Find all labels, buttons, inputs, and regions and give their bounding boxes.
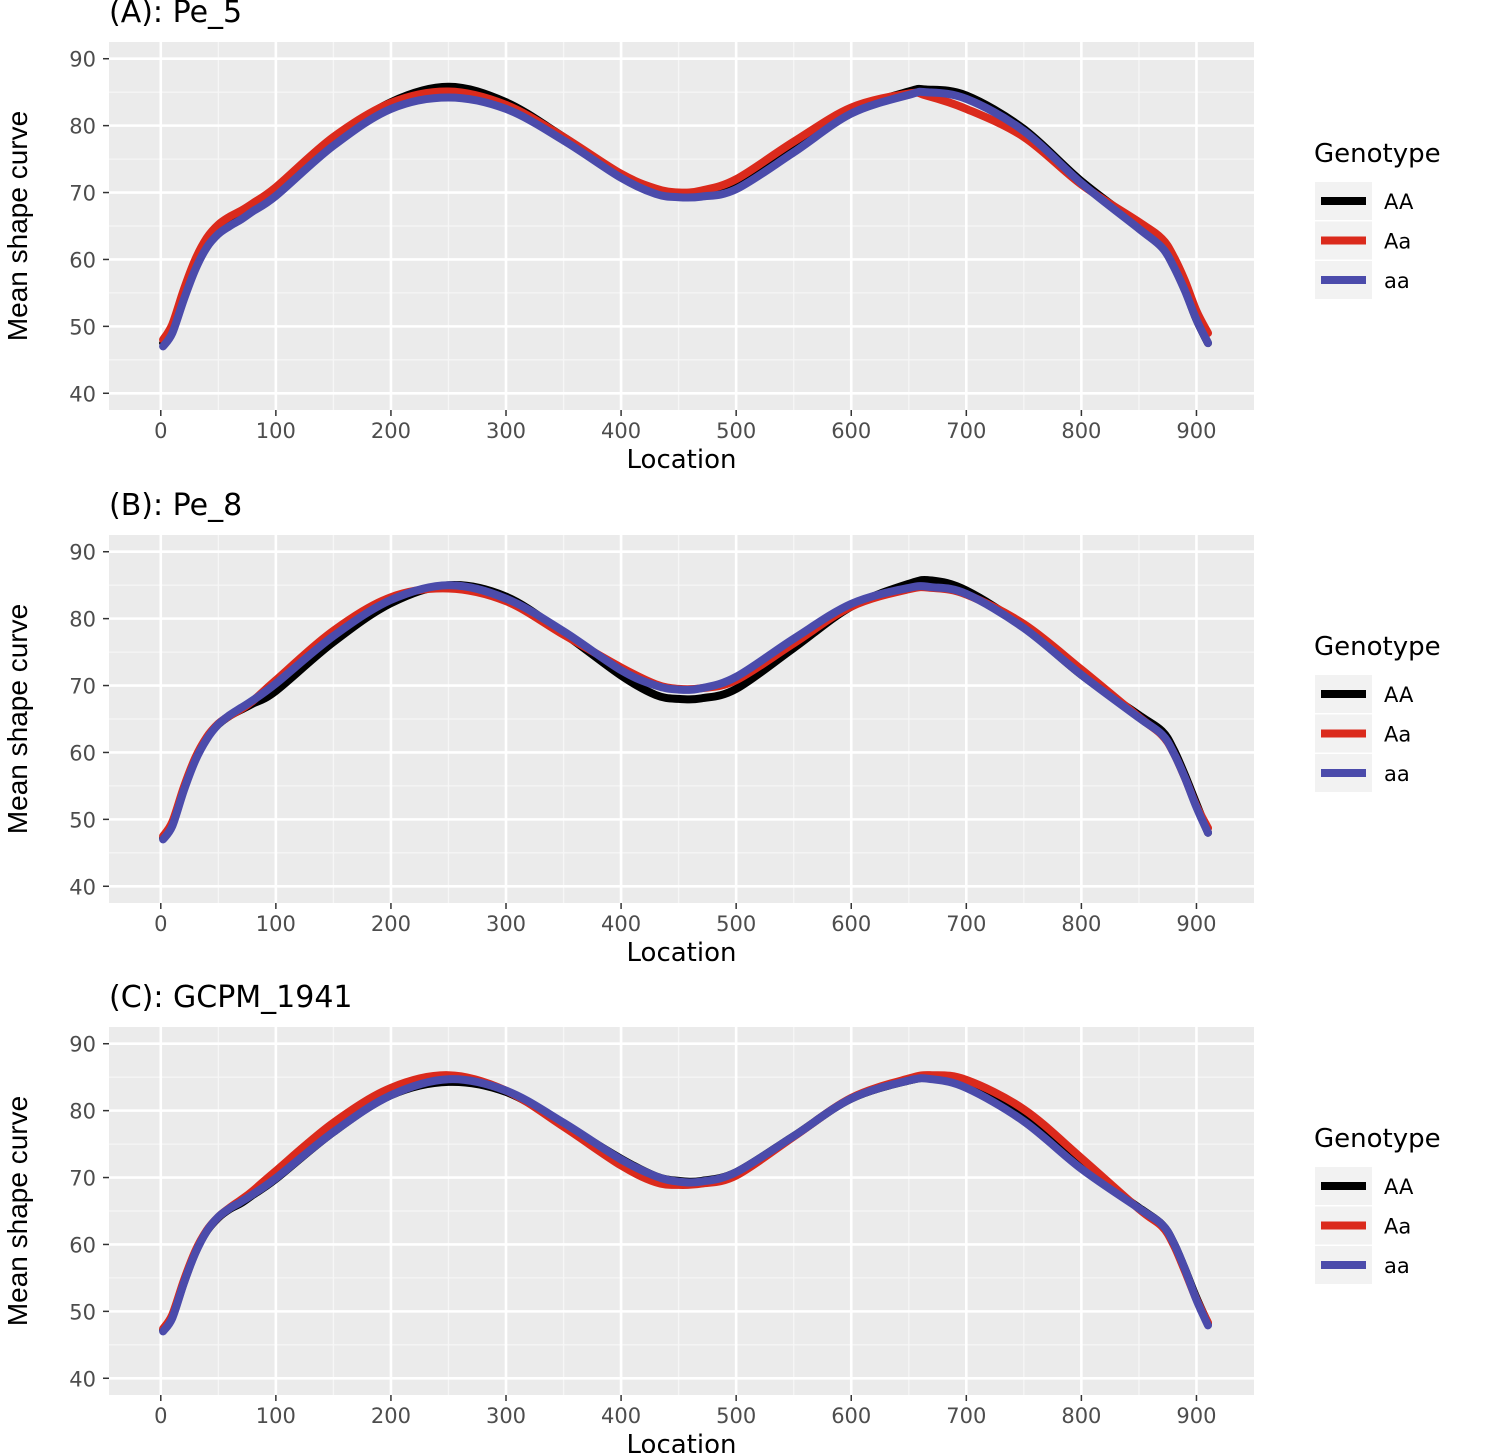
x-tick-label: 300 [486, 912, 526, 936]
legend-title: Genotype [1314, 139, 1441, 169]
y-tick-label: 90 [69, 1033, 96, 1057]
x-axis-title: Location [627, 938, 737, 968]
y-tick-label: 90 [69, 48, 96, 72]
x-tick-label: 900 [1176, 912, 1216, 936]
x-tick-label: 400 [601, 419, 641, 443]
x-tick-label: 600 [831, 912, 871, 936]
series-line-aa [159, 1074, 1212, 1336]
y-tick-label: 60 [69, 248, 96, 272]
x-axis-title: Location [627, 1430, 737, 1453]
y-tick-label: 50 [69, 315, 96, 339]
chart-panel-2: (B): Pe_8 0 100 200 300 400 500 600 700 800 900 40 5… [2, 488, 1441, 968]
y-axis-title: Mean shape curve [2, 1096, 33, 1326]
legend-label-aa: aa [1384, 1254, 1410, 1278]
panel-title: (B): Pe_8 [109, 488, 242, 523]
y-tick-label: 70 [69, 675, 96, 699]
x-tick-label: 0 [154, 419, 167, 443]
legend-title: Genotype [1314, 632, 1441, 662]
x-tick-label: 700 [946, 419, 986, 443]
x-tick-label: 100 [256, 912, 296, 936]
x-tick-label: 800 [1061, 912, 1101, 936]
legend: Genotype AA Aa aa [1314, 139, 1441, 299]
legend-label-aa: aa [1384, 269, 1410, 293]
legend-label-aa: AA [1384, 190, 1414, 214]
y-tick-label: 50 [69, 808, 96, 832]
x-tick-label: 700 [946, 912, 986, 936]
y-tick-label: 70 [69, 1167, 96, 1191]
x-tick-label: 100 [256, 1404, 296, 1428]
x-tick-label: 300 [486, 1404, 526, 1428]
x-tick-label: 800 [1061, 419, 1101, 443]
panel-title: (A): Pe_5 [109, 0, 242, 30]
x-tick-label: 0 [154, 1404, 167, 1428]
y-tick-label: 50 [69, 1300, 96, 1324]
chart-panel-3: (C): GCPM_1941 0 100 200 300 400 500 600 700 800 9… [2, 980, 1441, 1453]
y-tick-label: 80 [69, 608, 96, 632]
x-tick-label: 200 [371, 419, 411, 443]
x-tick-label: 600 [831, 419, 871, 443]
legend-label-aa: Aa [1384, 1215, 1411, 1239]
legend: Genotype AA Aa aa [1314, 632, 1441, 792]
x-tick-label: 700 [946, 1404, 986, 1428]
x-tick-label: 200 [371, 1404, 411, 1428]
x-tick-label: 500 [716, 1404, 756, 1428]
legend-label-aa: AA [1384, 683, 1414, 707]
y-tick-label: 90 [69, 541, 96, 565]
y-tick-label: 40 [69, 875, 96, 899]
y-tick-label: 60 [69, 741, 96, 765]
legend-label-aa: aa [1384, 762, 1410, 786]
y-tick-label: 60 [69, 1233, 96, 1257]
chart-panel-1: (A): Pe_5 0 100 200 300 400 500 600 700 800 900 40 5… [2, 0, 1441, 475]
x-tick-label: 300 [486, 419, 526, 443]
x-tick-label: 500 [716, 912, 756, 936]
x-tick-label: 400 [601, 1404, 641, 1428]
x-tick-label: 200 [371, 912, 411, 936]
series-line-aa [159, 87, 1212, 351]
x-tick-label: 400 [601, 912, 641, 936]
legend: Genotype AA Aa aa [1314, 1124, 1441, 1284]
y-axis-title: Mean shape curve [2, 604, 33, 834]
x-tick-label: 100 [256, 419, 296, 443]
panel-title: (C): GCPM_1941 [109, 980, 353, 1015]
legend-title: Genotype [1314, 1124, 1441, 1154]
y-tick-label: 40 [69, 1367, 96, 1391]
series-line-aa [159, 581, 1212, 844]
y-axis-title: Mean shape curve [2, 111, 33, 341]
legend-label-aa: Aa [1384, 723, 1411, 747]
x-tick-label: 800 [1061, 1404, 1101, 1428]
x-tick-label: 600 [831, 1404, 871, 1428]
y-tick-label: 80 [69, 1100, 96, 1124]
x-axis-title: Location [627, 445, 737, 475]
y-tick-label: 40 [69, 382, 96, 406]
legend-label-aa: AA [1384, 1175, 1414, 1199]
x-tick-label: 0 [154, 912, 167, 936]
legend-label-aa: Aa [1384, 230, 1411, 254]
x-tick-label: 900 [1176, 1404, 1216, 1428]
x-tick-label: 500 [716, 419, 756, 443]
y-tick-label: 80 [69, 115, 96, 139]
y-tick-label: 70 [69, 182, 96, 206]
x-tick-label: 900 [1176, 419, 1216, 443]
